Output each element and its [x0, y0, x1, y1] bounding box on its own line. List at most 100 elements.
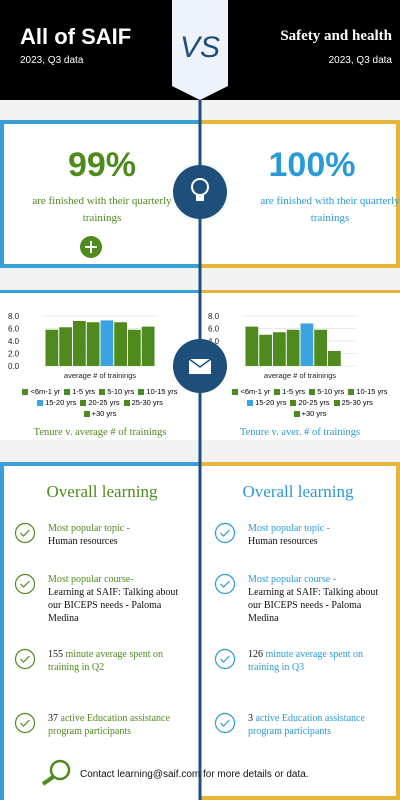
stat-panel: 100% are finished with their quarterly t…	[200, 120, 400, 268]
legend-swatch	[293, 411, 300, 417]
y-tick-label: 8.0	[208, 312, 220, 321]
check-circle	[14, 648, 36, 670]
legend-label: 5-10 yrs	[107, 387, 135, 396]
check-mark	[20, 529, 30, 537]
legend-label: 15-20 yrs	[255, 398, 287, 407]
legend-label: 5-10 yrs	[317, 387, 345, 396]
check-mark	[20, 719, 30, 727]
item-text: active Education assistance program part…	[248, 713, 365, 737]
check-circle	[14, 573, 36, 595]
check-circle	[14, 522, 36, 544]
legend-label: <6m-1 yr	[30, 387, 61, 396]
check-icon	[14, 648, 36, 670]
legend-label: +30 yrs	[91, 409, 117, 418]
legend-swatch	[247, 400, 254, 406]
x-axis-label: average # of trainings	[64, 371, 136, 380]
legend-label: 20-25 yrs	[88, 398, 120, 407]
chart-panel: 0.0 2.0 4.0 6.0 8.0 average # of trainings <6…	[200, 290, 400, 440]
legend-item: 1-5 yrs	[64, 387, 95, 396]
legend-label: 1-5 yrs	[282, 387, 306, 396]
item-text: Most popular course -	[248, 574, 337, 585]
learning-item: Most popular course - Learning at SAIF: T…	[248, 573, 388, 625]
item-text: active Education assistance program part…	[48, 713, 170, 737]
check-mark	[220, 580, 230, 588]
check-icon	[214, 522, 236, 544]
legend-item: 20-25 yrs	[290, 398, 330, 407]
legend-swatch	[64, 389, 71, 395]
x-axis-label: average # of trainings	[264, 371, 336, 380]
legend-swatch	[138, 389, 145, 395]
check-circle	[14, 712, 36, 734]
plus-icon[interactable]	[79, 235, 103, 259]
item-text: 155	[48, 649, 63, 660]
item-text: 126	[248, 649, 263, 660]
bar	[273, 332, 286, 366]
y-tick-label: 6.0	[208, 325, 220, 334]
check-circle	[214, 648, 236, 670]
legend-swatch	[123, 400, 130, 406]
legend-item: 15-20 yrs	[247, 398, 286, 407]
bar	[314, 329, 327, 366]
bar	[245, 326, 259, 366]
item-text: Most popular course-	[48, 574, 134, 585]
legend-label: +30 yrs	[301, 409, 327, 418]
item-text: minute average spent on training in Q2	[48, 649, 163, 673]
item-text: Most popular topic -	[248, 523, 330, 534]
legend-label: 20-25 yrs	[298, 398, 330, 407]
legend-swatch	[309, 389, 316, 395]
right-title: Safety and health	[280, 28, 392, 44]
legend-item: 20-25 yrs	[80, 398, 120, 407]
legend-swatch	[37, 400, 44, 406]
learning-heading: Overall learning	[242, 482, 354, 501]
bar	[128, 329, 141, 366]
vs-banner	[172, 0, 228, 100]
legend-label: <6m-1 yr	[240, 387, 271, 396]
stat-value: 99%	[67, 146, 137, 184]
bar	[286, 329, 300, 366]
item-text: Learning at SAIF: Talking about our BICE…	[48, 587, 179, 624]
legend-item: 5-10 yrs	[309, 387, 344, 396]
legend-label: 10-15 yrs	[146, 387, 178, 396]
check-mark	[220, 529, 230, 537]
item-text: Most popular topic -	[48, 523, 130, 534]
learning-item: 155 minute average spent on training in …	[48, 648, 188, 674]
bar	[45, 329, 59, 366]
legend-item: 10-15 yrs	[138, 387, 178, 396]
legend-item: 1-5 yrs	[274, 387, 305, 396]
left-title: All of SAIF	[20, 24, 132, 49]
check-mark	[20, 655, 30, 663]
bar	[328, 351, 341, 366]
y-tick-label: 8.0	[8, 312, 20, 321]
legend-label: 15-20 yrs	[45, 398, 77, 407]
bar-chart: 0.0 2.0 4.0 6.0 8.0 average # of trainings	[8, 312, 155, 380]
learning-item: 3 active Education assistance program pa…	[248, 712, 388, 738]
bar	[114, 322, 127, 366]
legend-item: 10-15 yrs	[348, 387, 388, 396]
y-tick-label: 2.0	[8, 350, 20, 359]
check-icon	[14, 522, 36, 544]
learning-item: Most popular topic - Human resources	[248, 522, 388, 548]
learning-panel: Overall learning	[0, 462, 200, 800]
left-subtitle: 2023, Q3 data	[20, 55, 84, 66]
legend-item: <6m-1 yr	[232, 387, 270, 396]
legend-label: 10-15 yrs	[356, 387, 388, 396]
item-text: 37	[48, 713, 58, 724]
footer: Contact learning@saif.com for more detai…	[80, 769, 309, 780]
legend-swatch	[22, 389, 29, 395]
legend-item: 15-20 yrs	[37, 398, 76, 407]
right-subtitle: 2023, Q3 data	[328, 55, 392, 66]
learning-item: Most popular course- Learning at SAIF: Ta…	[48, 573, 188, 625]
bar-chart: 0.0 2.0 4.0 6.0 8.0 average # of trainings	[208, 312, 355, 380]
item-text: 3	[248, 713, 253, 724]
check-icon	[214, 573, 236, 595]
check-icon	[14, 573, 36, 595]
stat-value: 100%	[268, 146, 356, 184]
stat-text: are finished with their quarterly traini…	[32, 195, 172, 224]
legend-item: <6m-1 yr	[22, 387, 60, 396]
learning-item: 126 minute average spent on training in …	[248, 648, 388, 674]
check-mark	[220, 719, 230, 727]
y-tick-label: 0.0	[208, 362, 220, 371]
y-tick-label: 4.0	[208, 337, 220, 346]
